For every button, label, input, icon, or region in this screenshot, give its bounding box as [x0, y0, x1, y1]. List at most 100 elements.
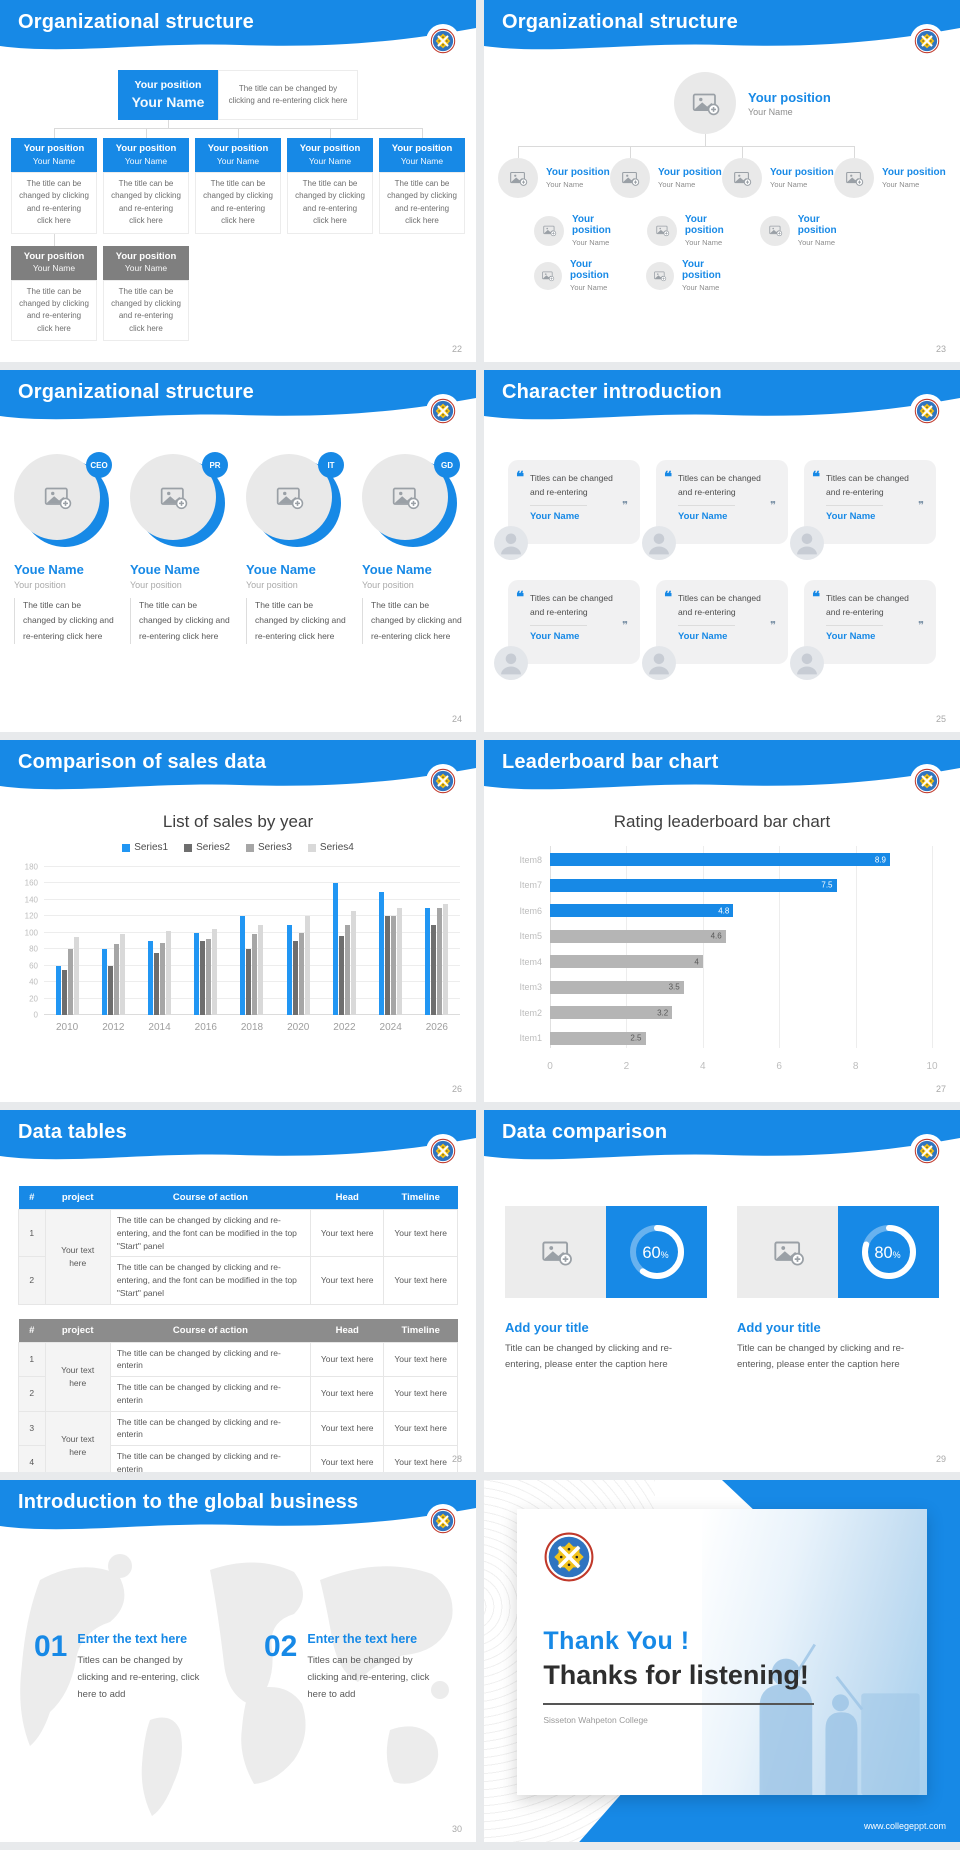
- legend-swatch: [122, 843, 131, 852]
- slide-27-leaderboard-chart[interactable]: Leaderboard bar chart Rating leaderboard…: [484, 740, 960, 1102]
- page-number: 24: [451, 714, 462, 724]
- slide-title: Data comparison: [502, 1121, 668, 1143]
- thank-you-card: Thank You ! Thanks for listening! Sisset…: [517, 1508, 927, 1795]
- org-caption: The title can be changed by clicking and…: [103, 172, 189, 234]
- item-title: Enter the text here: [77, 1632, 188, 1646]
- x-tick-label: 6: [776, 1061, 782, 1072]
- value-label: 7.5: [821, 880, 833, 890]
- bar: [55, 965, 61, 1015]
- photo-placeholder-icon: [130, 454, 216, 540]
- college-logo: [543, 1531, 595, 1583]
- slide-title: Organizational structure: [18, 381, 254, 403]
- global-content: 01 Enter the text here Titles can be cha…: [0, 1540, 476, 1842]
- close-quote-icon: ❞: [770, 500, 776, 513]
- value-label: 2.5: [630, 1033, 642, 1043]
- slide-28-data-tables[interactable]: Data tables # project Course of action H…: [0, 1110, 476, 1472]
- slide-23-org-structure[interactable]: Organizational structure Your position Yo…: [484, 0, 960, 362]
- photo-placeholder-icon: [534, 215, 564, 246]
- college-logo-icon: [426, 24, 460, 58]
- gridline: [44, 964, 460, 966]
- gridline: [702, 846, 704, 1048]
- photo-placeholder-icon: [14, 454, 100, 540]
- item-number: 01: [34, 1630, 68, 1663]
- slide-thank-you[interactable]: Thank You ! Thanks for listening! Sisset…: [484, 1480, 960, 1842]
- legend-item: Series3: [246, 842, 292, 853]
- category-label: Item3: [519, 982, 542, 993]
- value-label: 4.6: [710, 931, 722, 941]
- avatar: [790, 526, 824, 560]
- numbered-items: 01 Enter the text here Titles can be cha…: [34, 1630, 440, 1703]
- x-tick-label: 2020: [287, 1022, 310, 1033]
- slide-29-data-comparison[interactable]: Data comparison 60% Add your title Titl: [484, 1110, 960, 1472]
- bar: [113, 944, 119, 1015]
- photo-placeholder-icon: [246, 454, 332, 540]
- org-box: Your position Your Name: [379, 138, 465, 172]
- person-name: Your Name: [530, 511, 580, 523]
- world-map: [20, 1554, 453, 1816]
- bar: [286, 924, 292, 1015]
- org-caption: The title can be changed by clicking and…: [11, 172, 97, 234]
- bar: [61, 969, 67, 1015]
- college-logo-icon: [910, 1134, 944, 1168]
- photo-placeholder-icon: [610, 158, 650, 198]
- gridline: [626, 846, 628, 1048]
- close-quote-icon: ❞: [770, 620, 776, 633]
- slide-22-org-structure[interactable]: Organizational structure Your position Y…: [0, 0, 476, 362]
- gridline: [44, 997, 460, 999]
- photo-placeholder-icon: [759, 215, 790, 246]
- bar: [119, 933, 125, 1015]
- slide-26-sales-chart[interactable]: Comparison of sales data List of sales b…: [0, 740, 476, 1102]
- bar: [240, 916, 246, 1015]
- photo-placeholder-icon: [674, 72, 736, 134]
- item-caption: Title can be changed by clicking and re-…: [737, 1343, 905, 1371]
- member-caption: The title can be changed by clicking and…: [362, 598, 462, 644]
- item-title: Enter the text here: [307, 1632, 418, 1646]
- x-tick-label: 4: [700, 1061, 706, 1072]
- page-number: 27: [935, 1084, 946, 1094]
- slide-24-org-structure[interactable]: Organizational structure CEO Youe Name Y…: [0, 370, 476, 732]
- role-badge: PR: [202, 452, 228, 478]
- legend-swatch: [246, 843, 254, 852]
- gridline: [550, 846, 551, 1048]
- value-label: 3.5: [668, 982, 680, 992]
- bar-row: Item6 4.8: [519, 904, 932, 918]
- numbered-item: 02 Enter the text here Titles can be cha…: [264, 1631, 440, 1703]
- slide-30-global-business[interactable]: Introduction to the global business 0: [0, 1480, 476, 1842]
- quote-card: ❝ Titles can be changed and re-entering ❞ Y…: [804, 580, 936, 664]
- bar: 2.5: [550, 1031, 646, 1045]
- table-row: 4 The title can be changed by clicking a…: [18, 1445, 458, 1472]
- root-caption: The title can be changed by clicking and…: [218, 70, 358, 120]
- slide-25-character-introduction[interactable]: Character introduction ❝ Titles can be ch…: [484, 370, 960, 732]
- comparison-card: 80% Add your title Title can be changed …: [737, 1206, 939, 1373]
- org-caption: The title can be changed by clicking and…: [103, 279, 189, 342]
- bar: [107, 965, 113, 1015]
- org-caption: The title can be changed by clicking and…: [195, 172, 281, 234]
- category-label: Item8: [519, 854, 542, 865]
- college-logo-icon: [426, 1504, 460, 1538]
- bar-row: Item2 3.2: [519, 1006, 932, 1020]
- column-header: project: [45, 1186, 111, 1210]
- photo-placeholder-icon: [722, 158, 762, 198]
- divider: [543, 1702, 815, 1705]
- x-tick-label: 2: [623, 1061, 630, 1072]
- table-row: 2 The title can be changed by clicking a…: [18, 1256, 458, 1305]
- org-caption: The title can be changed by clicking and…: [11, 279, 97, 342]
- team-members: CEO Youe Name Your position The title ca…: [0, 430, 476, 644]
- photo-placeholder-icon: [834, 158, 874, 198]
- member-caption: The title can be changed by clicking and…: [130, 598, 230, 644]
- x-tick-label: 10: [926, 1061, 938, 1072]
- connector-lines: [484, 134, 960, 158]
- comparison-card: 60% Add your title Title can be changed …: [505, 1206, 707, 1373]
- category-label: Item4: [519, 956, 542, 967]
- column-header: Course of action: [110, 1186, 311, 1210]
- org-caption: The title can be changed by clicking and…: [287, 172, 373, 234]
- bar-group: 2022: [321, 867, 367, 1033]
- bar: [298, 932, 304, 1015]
- org-chart-boxes: Your position Your Name The title can be…: [0, 60, 476, 342]
- slide-title: Leaderboard bar chart: [502, 751, 719, 773]
- org-box: Your position Your Name: [11, 138, 97, 172]
- data-table-blue: # project Course of action Head Timeline…: [18, 1186, 458, 1305]
- column-header: Head: [310, 1318, 384, 1342]
- quote-cards: ❝ Titles can be changed and re-entering ❞ Y…: [484, 460, 960, 664]
- y-tick-label: 100: [24, 928, 38, 938]
